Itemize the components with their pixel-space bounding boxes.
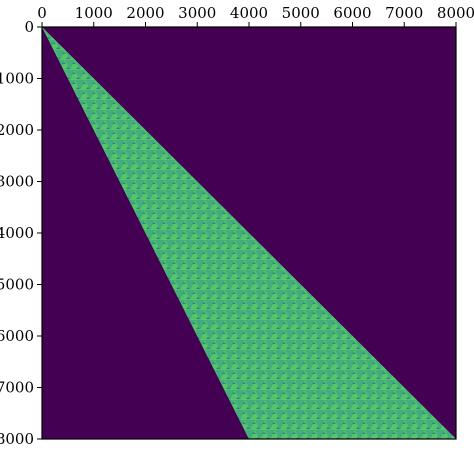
x-tick-label: 6000 xyxy=(333,4,371,22)
y-tick-label: 7000 xyxy=(0,379,34,397)
x-tick-label: 1000 xyxy=(75,4,113,22)
x-tick-label: 5000 xyxy=(282,4,320,22)
y-tick-label: 3000 xyxy=(0,173,34,191)
y-tick-label: 6000 xyxy=(0,327,34,345)
y-tick-label: 5000 xyxy=(0,276,34,294)
x-tick-label: 4000 xyxy=(230,4,268,22)
data-triangle-texture xyxy=(42,27,456,439)
y-tick-label: 4000 xyxy=(0,224,34,242)
x-tick-label: 7000 xyxy=(385,4,423,22)
x-tick-label: 8000 xyxy=(437,4,474,22)
y-tick-label: 1000 xyxy=(0,70,34,88)
x-tick-label: 3000 xyxy=(178,4,216,22)
y-axis-ticks: 0 1000 2000 3000 4000 5000 6000 7000 8000 xyxy=(0,18,42,448)
y-tick-label: 8000 xyxy=(0,430,34,448)
x-axis-ticks: 0 1000 2000 3000 4000 5000 6000 7000 8000 xyxy=(37,4,474,27)
x-tick-label: 0 xyxy=(37,4,47,22)
x-tick-label: 2000 xyxy=(126,4,164,22)
y-tick-label: 2000 xyxy=(0,121,34,139)
y-tick-label: 0 xyxy=(24,18,34,36)
